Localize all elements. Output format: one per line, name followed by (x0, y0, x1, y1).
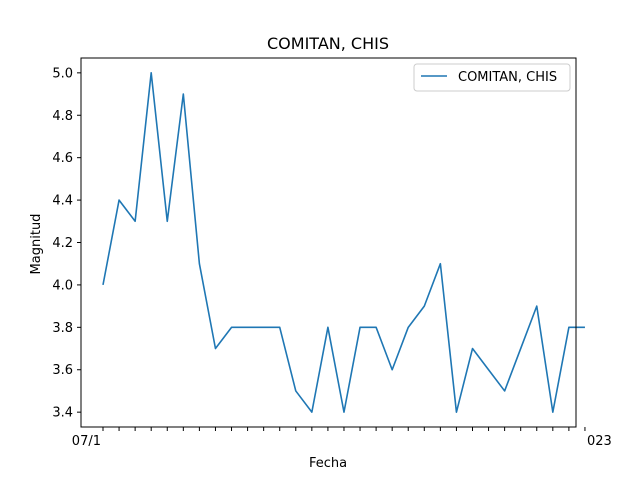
chart-title: COMITAN, CHIS (267, 34, 389, 53)
y-tick-label: 4.2 (52, 236, 73, 251)
x-tick-label-first: 07/1 (72, 434, 101, 449)
plot-area (102, 72, 585, 413)
y-tick-label: 3.4 (52, 406, 73, 421)
y-tick-label: 4.6 (52, 151, 73, 166)
legend: COMITAN, CHIS (413, 63, 571, 92)
y-tick-label: 4.4 (52, 194, 73, 209)
x-axis-label: Fecha (309, 456, 347, 471)
y-tick-label: 4.8 (52, 109, 73, 124)
y-tick-label: 5.0 (52, 66, 73, 81)
axes: 3.4 3.6 3.8 4.0 4.2 4.4 4.6 4.8 5.0 07/1 023 (52, 57, 612, 449)
series-line-comitan (102, 72, 585, 413)
y-tick-label: 3.6 (52, 363, 73, 378)
y-axis-label: Magnitud (29, 214, 44, 275)
x-tick-label-last: 023 (587, 434, 612, 449)
legend-box (413, 63, 571, 92)
y-tick-label: 4.0 (52, 278, 73, 293)
y-tick-label: 3.8 (52, 321, 73, 336)
legend-label: COMITAN, CHIS (458, 70, 557, 85)
